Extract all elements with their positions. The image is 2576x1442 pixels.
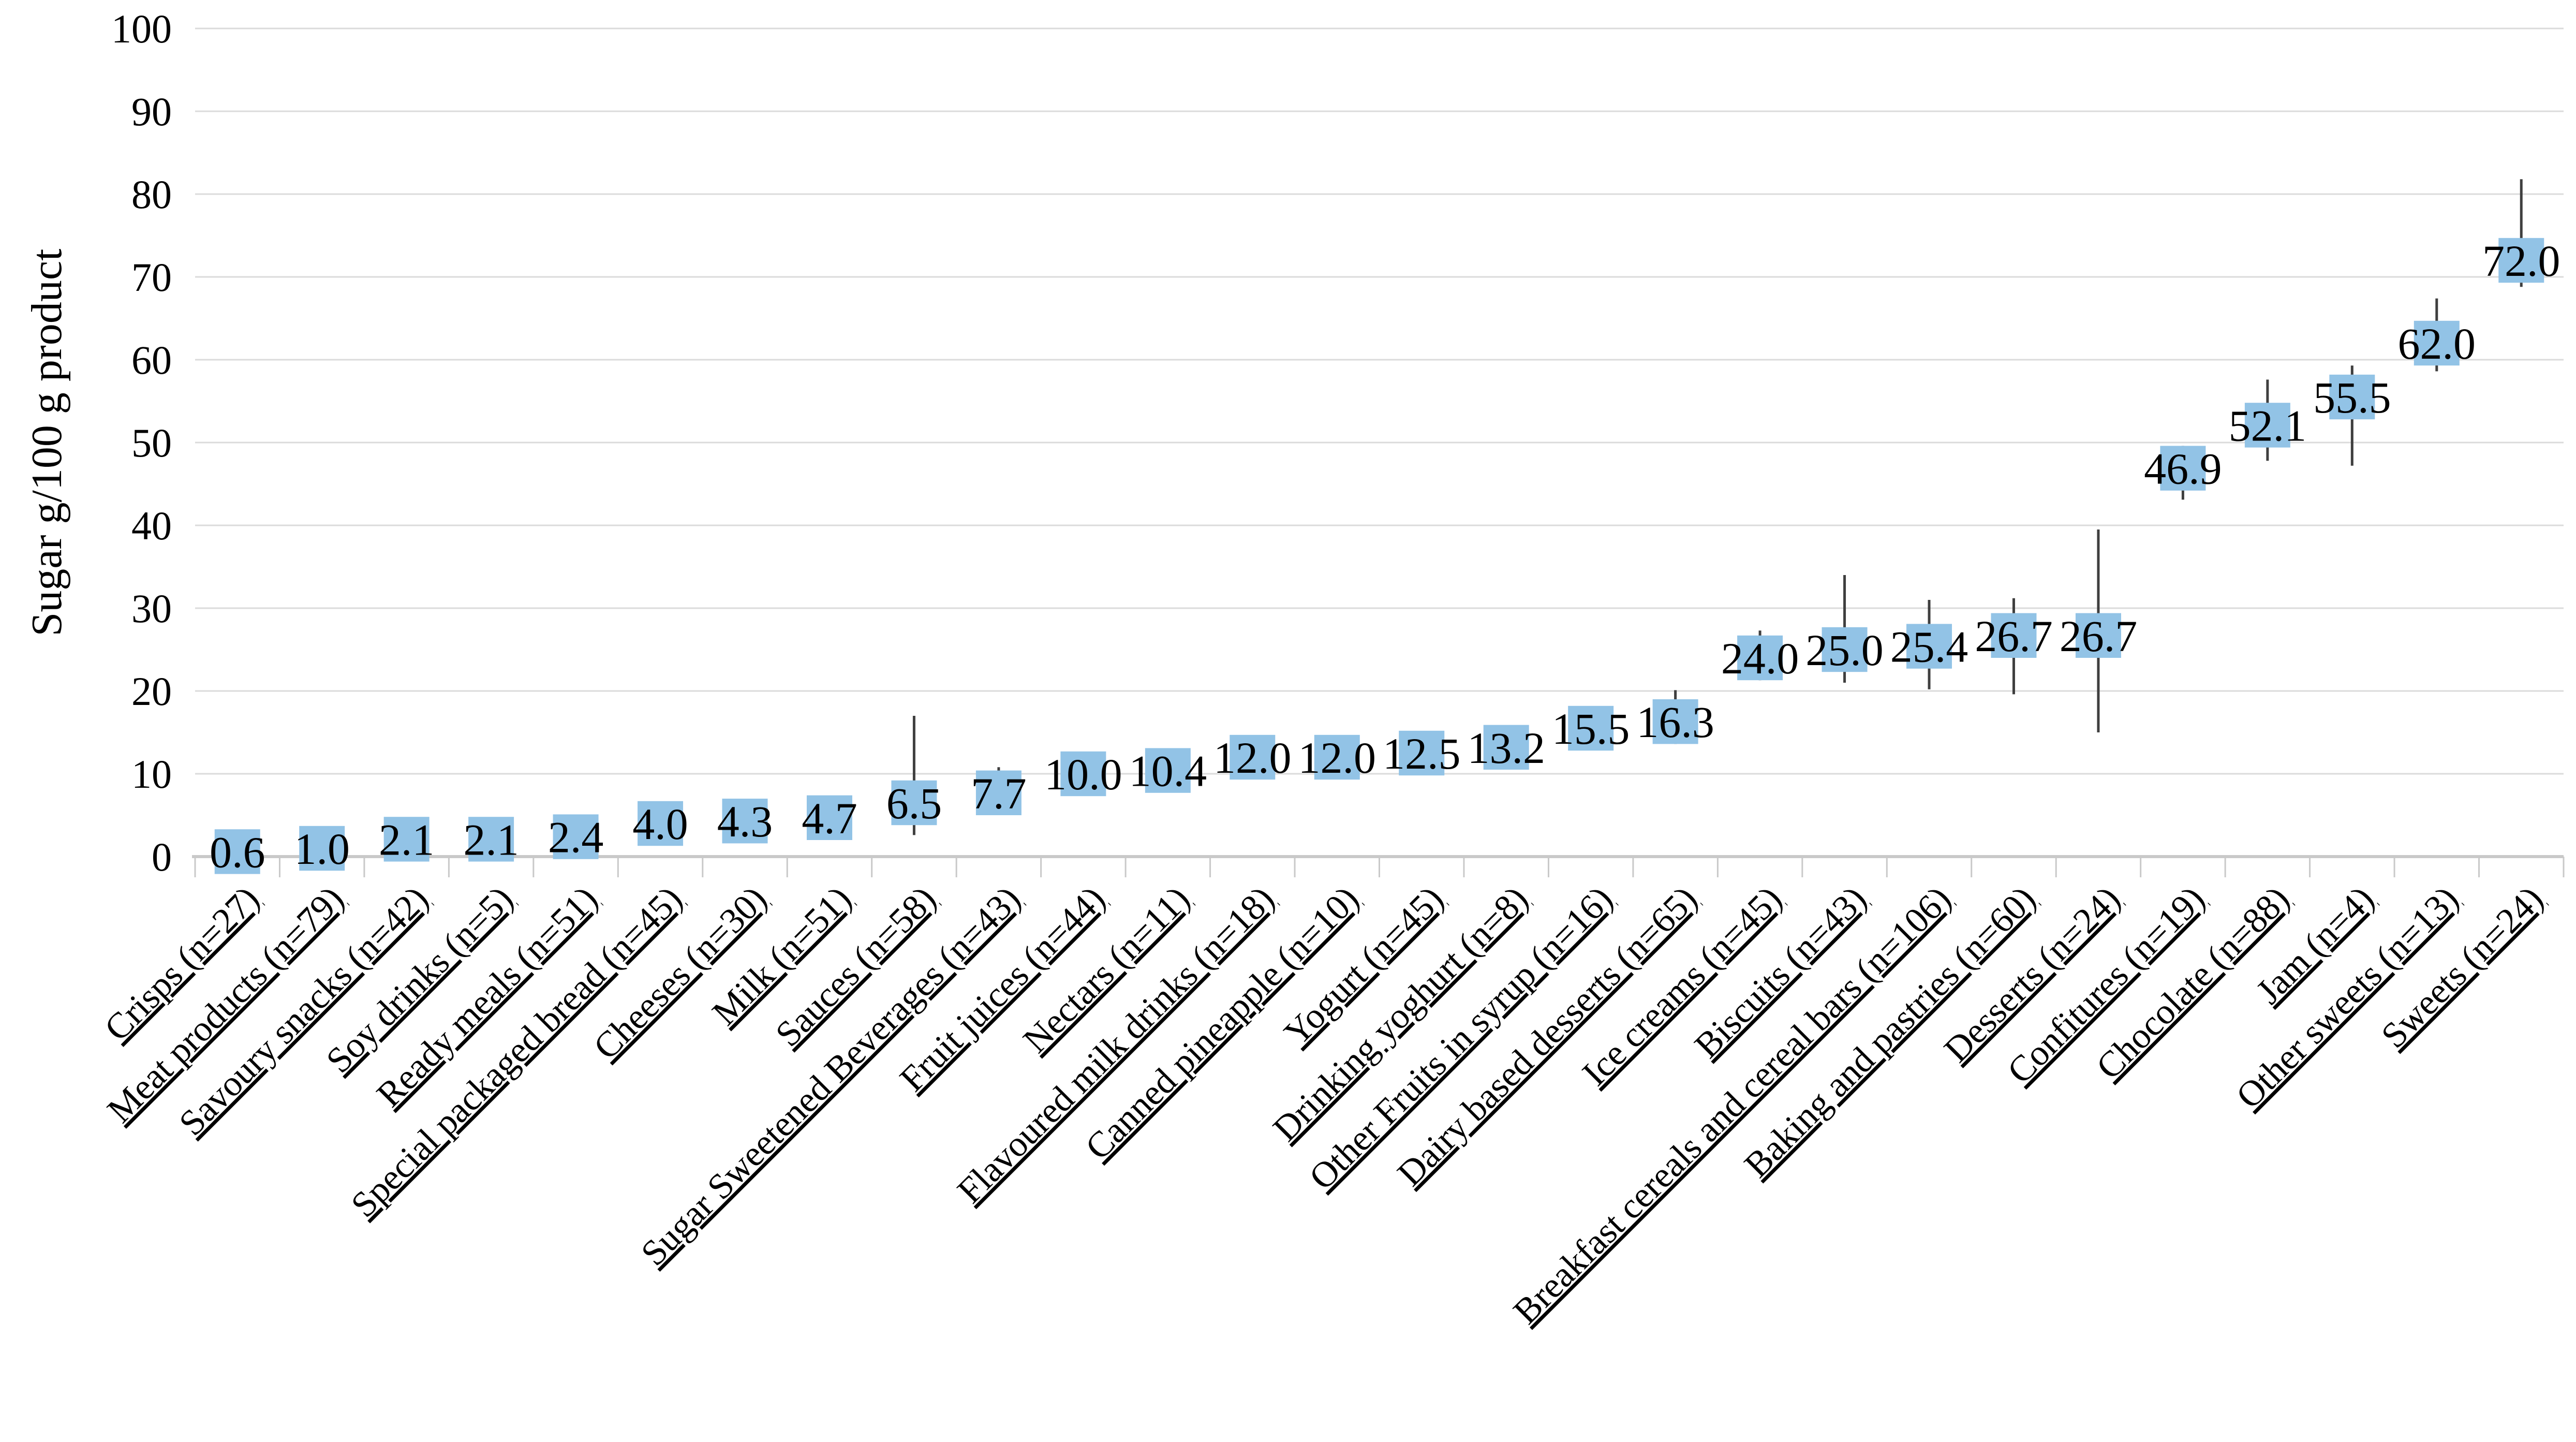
- box: [1991, 613, 2037, 658]
- y-tick-label: 60: [131, 337, 172, 382]
- box: [2414, 320, 2460, 366]
- box: [1906, 624, 1952, 669]
- data-label: 1.0: [294, 824, 350, 874]
- box: [553, 814, 599, 859]
- data-label: 52.1: [2229, 401, 2307, 450]
- y-tick-label: 30: [131, 586, 172, 631]
- y-axis-title: Sugar g/100 g product: [23, 249, 71, 637]
- data-label: 7.7: [971, 769, 1027, 818]
- box: [299, 826, 345, 871]
- data-label: 12.0: [1298, 733, 1376, 783]
- data-label: 4.7: [802, 793, 857, 843]
- box: [1568, 705, 1614, 751]
- y-tick-label: 20: [131, 669, 172, 714]
- data-label: 10.4: [1129, 746, 1207, 796]
- data-label: 15.5: [1552, 704, 1630, 754]
- data-label: 4.0: [632, 799, 688, 849]
- box: [1314, 734, 1360, 780]
- box: [2329, 374, 2375, 420]
- box: [1652, 699, 1698, 744]
- data-label: 4.3: [717, 797, 773, 846]
- y-tick-label: 40: [131, 503, 172, 548]
- data-label: 26.7: [1975, 611, 2053, 661]
- data-label: 2.4: [548, 813, 604, 862]
- data-label: 6.5: [886, 778, 942, 828]
- box: [722, 799, 768, 844]
- data-label: 2.1: [379, 815, 435, 864]
- box: [468, 817, 514, 862]
- box: [1483, 725, 1529, 770]
- box: [2244, 403, 2290, 448]
- data-label: 10.0: [1044, 749, 1122, 799]
- y-tick-label: 0: [152, 834, 172, 879]
- data-label: 26.7: [2060, 611, 2138, 661]
- y-tick-label: 50: [131, 420, 172, 465]
- data-label: 2.1: [463, 815, 519, 864]
- y-tick-label: 70: [131, 255, 172, 300]
- box: [1060, 751, 1106, 797]
- y-tick-label: 80: [131, 172, 172, 217]
- data-label: 25.0: [1805, 625, 1884, 675]
- box: [214, 829, 260, 874]
- data-label: 72.0: [2482, 236, 2560, 286]
- data-label: 12.5: [1383, 729, 1461, 778]
- box: [2160, 446, 2206, 491]
- y-tick-label: 100: [111, 6, 172, 51]
- box: [383, 817, 430, 862]
- data-label: 12.0: [1213, 733, 1292, 783]
- box: [891, 780, 937, 826]
- data-label: 13.2: [1467, 723, 1545, 773]
- box: [638, 801, 684, 846]
- y-tick-label: 10: [131, 752, 172, 797]
- box: [2075, 613, 2121, 658]
- box: [975, 770, 1021, 815]
- data-label: 24.0: [1721, 634, 1799, 683]
- box: [806, 795, 852, 840]
- data-label: 25.4: [1890, 622, 1968, 672]
- y-tick-label: 90: [131, 89, 172, 134]
- box: [2498, 238, 2544, 283]
- data-label: 62.0: [2398, 319, 2476, 369]
- data-label: 0.6: [210, 827, 265, 877]
- box: [1737, 635, 1783, 681]
- data-label: 16.3: [1636, 697, 1714, 747]
- box: [1230, 734, 1276, 780]
- box: [1399, 730, 1445, 776]
- box: [1145, 748, 1191, 793]
- data-label: 55.5: [2313, 373, 2391, 422]
- data-label: 46.9: [2144, 444, 2222, 494]
- box: [1822, 627, 1868, 672]
